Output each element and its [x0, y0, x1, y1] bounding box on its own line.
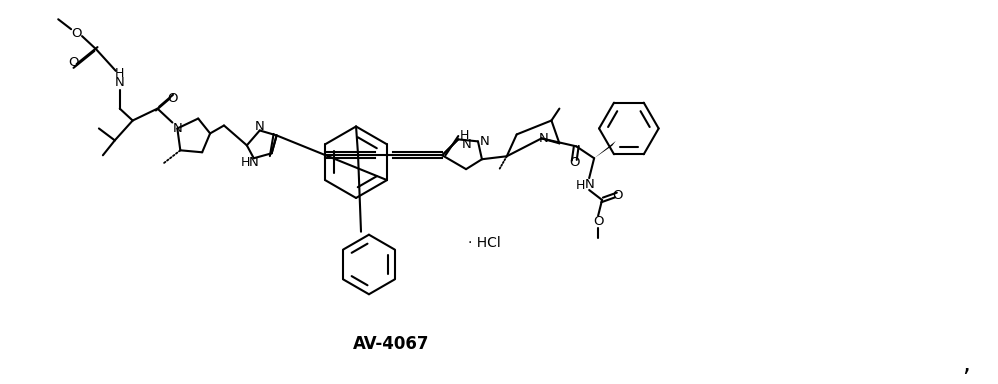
Text: N: N: [539, 132, 548, 145]
Polygon shape: [594, 141, 616, 158]
Text: H: H: [115, 67, 125, 80]
Text: H: H: [242, 156, 250, 169]
Text: O: O: [613, 189, 623, 202]
Text: ,: ,: [963, 352, 971, 376]
Text: N: N: [584, 177, 594, 190]
Text: O: O: [68, 56, 79, 70]
Text: O: O: [569, 156, 580, 169]
Text: O: O: [167, 92, 178, 105]
Text: N: N: [254, 120, 264, 133]
Text: · HCl: · HCl: [468, 236, 501, 250]
Text: N: N: [173, 122, 183, 135]
Text: AV-4067: AV-4067: [352, 335, 429, 353]
Text: O: O: [593, 215, 604, 228]
Text: O: O: [71, 26, 81, 40]
Text: H: H: [576, 179, 585, 192]
Text: N: N: [480, 135, 490, 148]
Text: N: N: [462, 138, 472, 151]
Text: N: N: [115, 76, 125, 89]
Text: N: N: [249, 156, 258, 169]
Text: H: H: [460, 129, 469, 142]
